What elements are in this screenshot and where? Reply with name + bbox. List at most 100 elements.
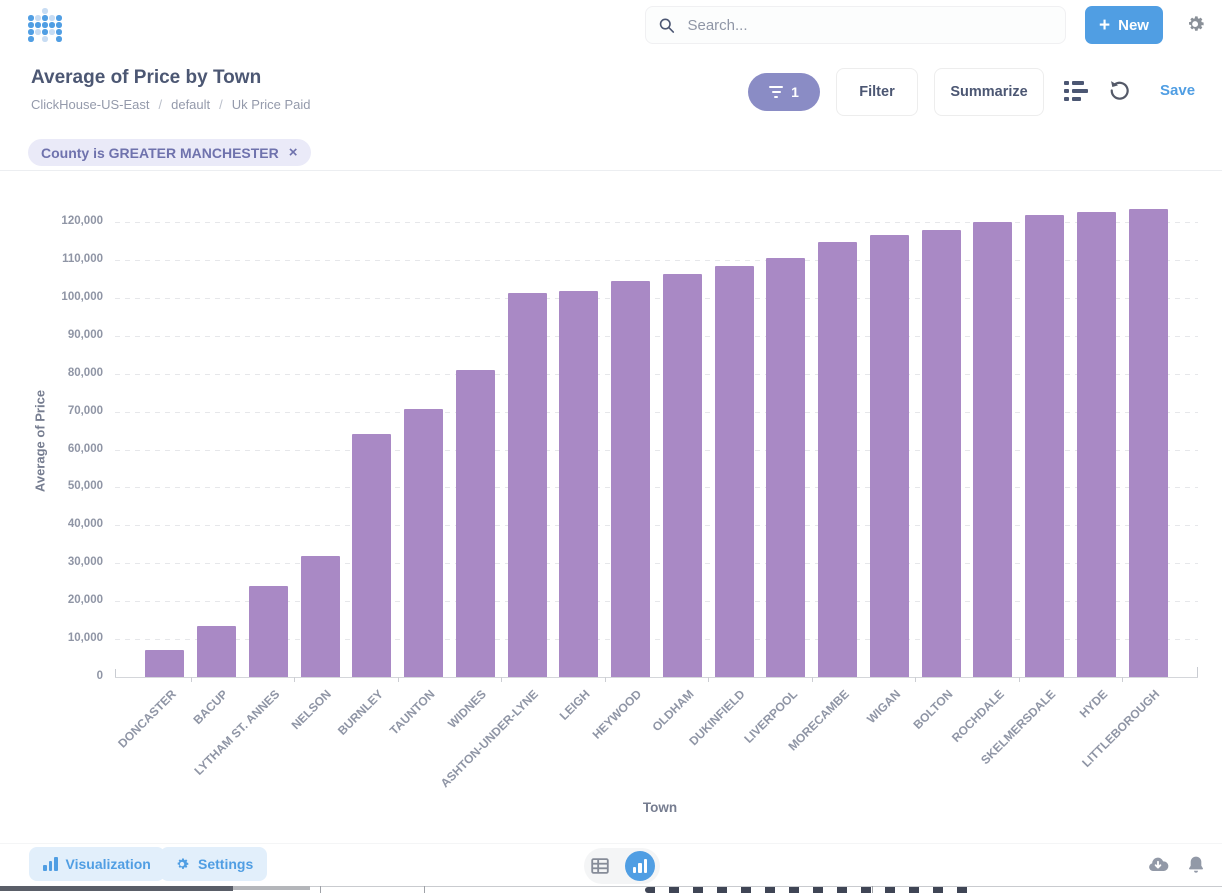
bar-chart-icon	[632, 859, 648, 873]
bar-rochdale[interactable]	[973, 222, 1013, 677]
bar-doncaster[interactable]	[145, 650, 185, 677]
save-button[interactable]: Save	[1160, 82, 1196, 99]
x-tick-label: HYDE	[1076, 687, 1111, 721]
x-axis-tick	[604, 677, 606, 682]
scrollbar-track	[233, 886, 310, 890]
y-tick-label: 60,000	[67, 442, 103, 455]
x-axis-tick	[708, 677, 710, 682]
chart-view-button[interactable]	[625, 851, 655, 881]
bar-wigan[interactable]	[869, 234, 909, 677]
bar-bolton[interactable]	[921, 229, 961, 677]
bar-heywood[interactable]	[611, 280, 651, 677]
download-icon[interactable]	[1146, 854, 1170, 876]
x-tick-label: BOLTON	[910, 687, 956, 732]
x-tick-label: OLDHAM	[649, 687, 697, 735]
x-tick-label: TAUNTON	[386, 687, 438, 738]
section-divider	[0, 170, 1222, 171]
clipped-table-edge	[0, 884, 1222, 893]
x-tick-label: DONCASTER	[115, 687, 179, 751]
axis-end-tick	[1197, 667, 1198, 677]
bar-burnley[interactable]	[352, 434, 392, 677]
gridline	[115, 259, 1198, 261]
axis-end-tick	[115, 669, 116, 677]
table-chart-toggle	[584, 848, 660, 884]
plus-icon: +	[1099, 14, 1111, 36]
visualization-button[interactable]: Visualization	[29, 847, 165, 881]
gridline	[115, 449, 1198, 451]
x-tick-label: LEIGH	[556, 687, 593, 723]
table-icon	[591, 858, 609, 874]
x-axis-tick	[397, 677, 399, 682]
breadcrumb-database[interactable]: ClickHouse-US-East	[31, 97, 150, 112]
breadcrumb-table[interactable]: Uk Price Paid	[231, 97, 311, 112]
remove-filter-icon[interactable]: ×	[288, 144, 298, 161]
table-view-button[interactable]	[589, 855, 611, 877]
search-icon	[659, 18, 675, 33]
bar-bacup[interactable]	[197, 626, 237, 677]
y-tick-label: 50,000	[67, 480, 103, 493]
bar-dukinfield[interactable]	[714, 266, 754, 677]
settings-label: Settings	[198, 856, 254, 872]
bar-chart-icon	[43, 857, 58, 871]
y-tick-label: 80,000	[67, 366, 103, 379]
x-axis-line	[115, 677, 1198, 678]
search-bar[interactable]	[645, 6, 1066, 44]
y-tick-label: 40,000	[67, 518, 103, 531]
filter-chip[interactable]: County is GREATER MANCHESTER ×	[28, 139, 311, 166]
bar-leigh[interactable]	[559, 291, 599, 677]
admin-gear-icon[interactable]	[1184, 13, 1206, 35]
bar-morecambe[interactable]	[818, 241, 858, 677]
y-tick-label: 30,000	[67, 556, 103, 569]
bell-icon[interactable]	[1184, 854, 1208, 876]
x-axis-tick	[811, 677, 813, 682]
summarize-button[interactable]: Summarize	[934, 68, 1044, 116]
breadcrumb-schema[interactable]: default	[171, 97, 211, 112]
y-tick-label: 120,000	[61, 215, 103, 227]
filter-count-pill[interactable]: 1	[748, 73, 820, 111]
bar-nelson[interactable]	[300, 556, 340, 677]
x-axis-tick	[501, 677, 503, 682]
bar-oldham[interactable]	[662, 273, 702, 677]
scrollbar-thumb[interactable]	[0, 886, 233, 891]
question-footer: Visualization Settings	[0, 843, 1222, 884]
bar-widnes[interactable]	[455, 370, 495, 677]
bar-hyde[interactable]	[1076, 212, 1116, 677]
settings-gear-icon	[177, 858, 189, 869]
bar-skelmersdale[interactable]	[1025, 215, 1065, 677]
y-tick-label: 90,000	[67, 328, 103, 341]
bar-taunton[interactable]	[404, 409, 444, 677]
settings-button[interactable]: Settings	[160, 847, 268, 881]
x-tick-label: LYTHAM ST. ANNES	[191, 687, 283, 778]
x-axis-title: Town	[642, 800, 678, 815]
filter-count: 1	[791, 84, 799, 100]
filter-chip-label: County is GREATER MANCHESTER	[41, 144, 279, 161]
notebook-editor-icon[interactable]	[1064, 81, 1088, 103]
bar-littleborough[interactable]	[1128, 208, 1168, 677]
gridline	[115, 525, 1198, 527]
page-title: Average of Price by Town	[31, 67, 262, 88]
gridline	[115, 335, 1198, 337]
gridline	[115, 601, 1198, 603]
search-input[interactable]	[685, 15, 1053, 35]
new-button[interactable]: + New	[1085, 6, 1163, 44]
bar-ashton-under-lyne[interactable]	[507, 293, 547, 677]
y-tick-label: 100,000	[61, 290, 103, 303]
funnel-icon	[769, 85, 784, 99]
filter-button[interactable]: Filter	[836, 68, 918, 116]
column-divider	[424, 886, 425, 893]
gridline	[115, 639, 1198, 641]
x-axis-tick	[915, 677, 917, 682]
x-axis-tick	[1122, 677, 1124, 682]
gridline	[115, 411, 1198, 413]
x-axis-tick	[1018, 677, 1020, 682]
gridline	[115, 222, 1198, 223]
breadcrumb: ClickHouse-US-East / default / Uk Price …	[31, 97, 311, 112]
x-tick-label: WIGAN	[864, 687, 904, 727]
breadcrumb-separator: /	[219, 97, 223, 112]
bar-liverpool[interactable]	[766, 257, 806, 677]
metabase-logo-icon[interactable]	[28, 8, 62, 42]
refresh-icon[interactable]	[1108, 79, 1131, 102]
clipped-border	[0, 886, 1222, 887]
bar-lytham-st-annes[interactable]	[248, 586, 288, 677]
